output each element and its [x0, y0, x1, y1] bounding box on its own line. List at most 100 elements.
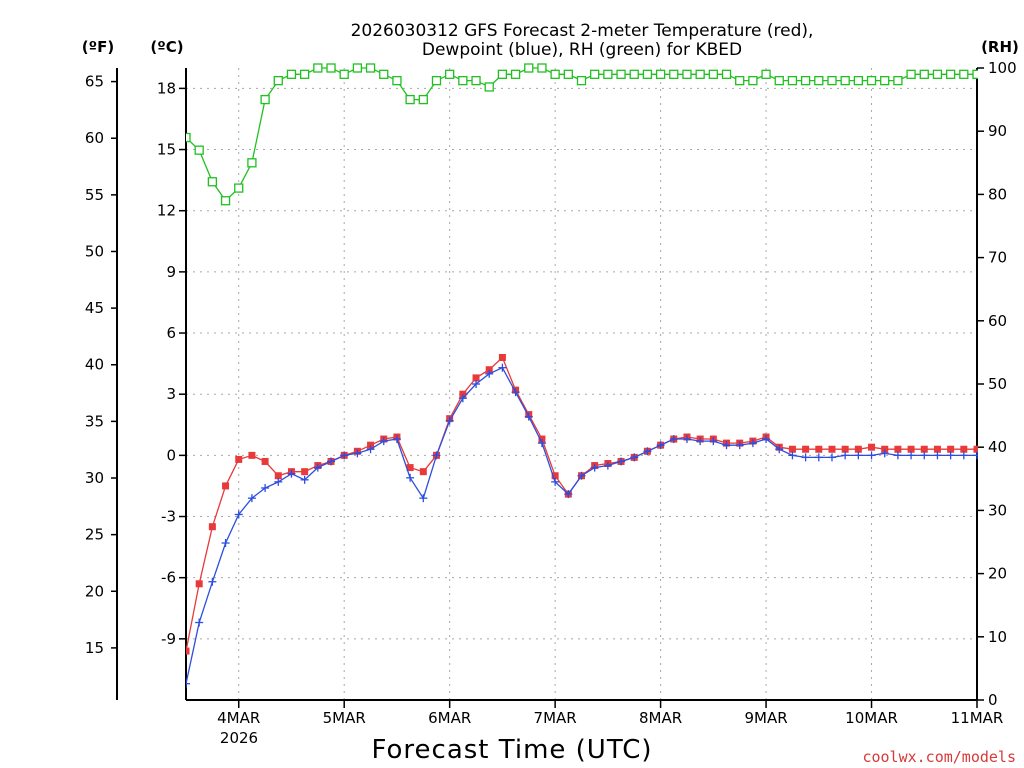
dewpoint-point: [419, 494, 428, 503]
rh-point: [471, 75, 481, 86]
dewpoint-point: [300, 475, 309, 484]
rh-point: [721, 69, 732, 79]
rh-tick-label: 90: [988, 122, 1007, 140]
rh-point: [207, 177, 218, 187]
fahrenheit-tick-label: 45: [85, 299, 104, 317]
dewpoint-point: [340, 451, 349, 460]
dewpoint-point: [814, 453, 823, 462]
temperature-point: [208, 523, 216, 531]
temperature-point: [419, 468, 427, 476]
rh-point: [365, 63, 376, 73]
celsius-tick-label: 0: [166, 446, 176, 464]
rh-series: [186, 63, 978, 206]
dewpoint-point: [748, 439, 757, 448]
dewpoint-point: [696, 437, 705, 446]
rh-point: [959, 69, 969, 79]
fahrenheit-tick-label: 35: [85, 412, 104, 430]
temperature-point: [788, 445, 796, 453]
dewpoint-point: [195, 618, 204, 627]
rh-point: [919, 69, 929, 79]
temperature-point: [828, 445, 836, 453]
temperature-point: [815, 445, 823, 453]
rh-axis-label: (RH): [981, 38, 1019, 56]
dewpoint-point: [867, 451, 876, 460]
temperature-point: [894, 445, 902, 453]
dewpoint-point: [432, 451, 441, 460]
rh-point: [853, 75, 863, 86]
rh-point: [445, 69, 455, 79]
dewpoint-point: [841, 451, 850, 460]
dewpoint-point: [880, 449, 889, 458]
rh-tick-label: 40: [988, 438, 1007, 456]
dewpoint-point: [313, 463, 322, 472]
dewpoint-point: [208, 577, 217, 586]
dewpoint-point: [893, 451, 902, 460]
dewpoint-point: [186, 679, 190, 688]
rh-tick-label: 10: [988, 628, 1007, 646]
temperature-point: [459, 390, 467, 398]
temperature-point: [248, 451, 256, 459]
rh-point: [616, 69, 626, 79]
rh-point: [563, 69, 573, 79]
temperature-point: [367, 441, 375, 449]
rh-point: [840, 75, 850, 86]
celsius-tick-label: 18: [157, 79, 176, 97]
rh-tick-label: 50: [988, 375, 1007, 393]
temperature-point: [802, 445, 810, 453]
rh-point: [326, 63, 336, 73]
celsius-tick-label: 3: [166, 385, 176, 403]
x-tick-label: 8MAR: [639, 709, 682, 727]
temperature-point: [973, 445, 978, 453]
rh-point: [405, 94, 415, 105]
rh-point: [313, 63, 323, 73]
temperature-point: [301, 468, 309, 476]
rh-tick-label: 60: [988, 312, 1007, 330]
dewpoint-point: [379, 437, 388, 446]
rh-point: [761, 69, 771, 79]
x-tick-label: 6MAR: [428, 709, 471, 727]
rh-point: [866, 75, 877, 86]
rh-line: [186, 67, 978, 202]
dewpoint-point: [590, 463, 599, 472]
dewpoint-point: [1013, 441, 1021, 449]
dewpoint-point: [551, 477, 560, 486]
temperature-point: [235, 455, 243, 463]
x-tick-label: 4MAR: [217, 709, 260, 727]
temperature-point: [841, 445, 849, 453]
temperature-point: [947, 445, 955, 453]
temperature-point: [222, 482, 230, 490]
x-tick-label: 10MAR: [845, 709, 898, 727]
rh-point: [932, 69, 943, 79]
dewpoint-point: [722, 441, 731, 450]
dewpoint-point: [511, 388, 520, 397]
temperature-point: [881, 445, 889, 453]
dewpoint-point: [933, 451, 942, 460]
temperature-series: [186, 353, 1020, 655]
temperature-line: [186, 356, 978, 652]
rh-point: [735, 75, 745, 86]
chart-gridlines: [186, 68, 978, 700]
rh-point: [260, 94, 270, 105]
chart-title-line2: Dewpoint (blue), RH (green) for KBED: [422, 40, 742, 60]
rh-tick-label: 80: [988, 185, 1007, 203]
dewpoint-point: [234, 510, 243, 519]
rh-point: [524, 63, 534, 73]
chart-series: [186, 63, 1021, 688]
dewpoint-point: [221, 539, 230, 548]
temperature-point: [274, 472, 282, 480]
rh-point: [392, 75, 402, 86]
rh-point: [220, 196, 231, 206]
dewpoint-point: [327, 457, 336, 466]
rh-point: [299, 69, 310, 79]
dewpoint-point: [564, 490, 573, 499]
x-tick-label: 5MAR: [323, 709, 366, 727]
rh-point: [273, 75, 283, 86]
dewpoint-point: [617, 457, 626, 466]
rh-point: [814, 75, 824, 86]
temperature-point: [1013, 438, 1020, 445]
dewpoint-point: [788, 451, 797, 460]
celsius-tick-label: -6: [161, 569, 176, 587]
dewpoint-point: [274, 477, 283, 486]
rh-point: [339, 69, 349, 79]
temperature-point: [261, 457, 269, 465]
